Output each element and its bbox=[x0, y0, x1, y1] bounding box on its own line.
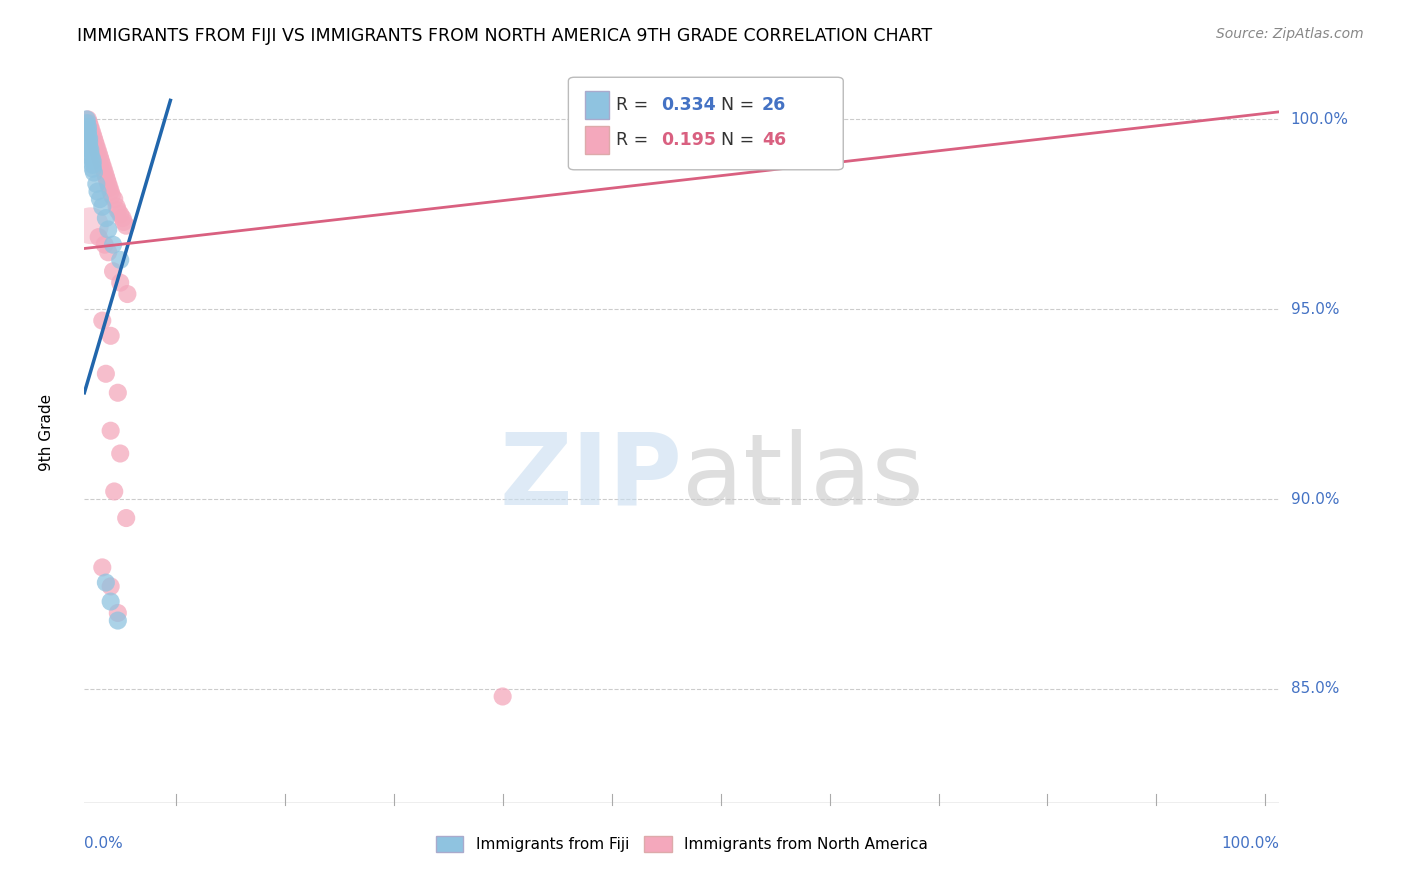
Bar bbox=[585, 126, 609, 154]
Point bbox=[94, 211, 117, 226]
Text: 95.0%: 95.0% bbox=[1291, 301, 1339, 317]
Bar bbox=[585, 91, 609, 119]
Point bbox=[86, 185, 108, 199]
Point bbox=[103, 192, 125, 206]
Point bbox=[101, 237, 124, 252]
Point bbox=[93, 161, 115, 176]
Point bbox=[94, 575, 117, 590]
Point bbox=[97, 222, 120, 236]
Point bbox=[77, 116, 100, 130]
Point bbox=[76, 112, 98, 127]
Point bbox=[93, 165, 115, 179]
Point bbox=[117, 287, 139, 301]
Text: 46: 46 bbox=[762, 131, 786, 149]
Point bbox=[77, 135, 100, 149]
Point bbox=[91, 313, 114, 327]
Point bbox=[86, 177, 108, 191]
Text: atlas: atlas bbox=[682, 428, 924, 525]
Point bbox=[96, 173, 118, 187]
Point bbox=[98, 180, 121, 194]
Text: R =: R = bbox=[616, 131, 654, 149]
Point bbox=[91, 200, 114, 214]
Point bbox=[86, 139, 108, 153]
Point bbox=[83, 131, 105, 145]
Point bbox=[100, 328, 122, 343]
Point bbox=[107, 614, 129, 628]
Text: N =: N = bbox=[721, 131, 761, 149]
Point bbox=[100, 424, 122, 438]
Text: IMMIGRANTS FROM FIJI VS IMMIGRANTS FROM NORTH AMERICA 9TH GRADE CORRELATION CHAR: IMMIGRANTS FROM FIJI VS IMMIGRANTS FROM … bbox=[77, 27, 932, 45]
Point bbox=[82, 158, 104, 172]
Point bbox=[100, 579, 122, 593]
Point bbox=[101, 264, 124, 278]
Point bbox=[87, 146, 110, 161]
Point bbox=[82, 128, 104, 142]
Point bbox=[82, 154, 104, 169]
Point bbox=[93, 237, 115, 252]
Point bbox=[115, 219, 138, 233]
Point bbox=[91, 158, 114, 172]
Point bbox=[94, 367, 117, 381]
Point bbox=[107, 385, 129, 400]
Point bbox=[79, 146, 101, 161]
Point bbox=[80, 124, 103, 138]
Text: 100.0%: 100.0% bbox=[1291, 112, 1348, 127]
Point bbox=[91, 560, 114, 574]
Text: 0.0%: 0.0% bbox=[84, 836, 124, 851]
Point bbox=[77, 128, 100, 142]
Text: R =: R = bbox=[616, 95, 654, 113]
Point bbox=[115, 511, 138, 525]
Point bbox=[77, 120, 100, 134]
Point bbox=[97, 245, 120, 260]
Point bbox=[86, 143, 108, 157]
Point bbox=[77, 139, 100, 153]
Text: 100.0%: 100.0% bbox=[1222, 836, 1279, 851]
Point bbox=[84, 135, 107, 149]
Text: 0.195: 0.195 bbox=[662, 131, 717, 149]
Point bbox=[90, 154, 112, 169]
Point bbox=[110, 276, 132, 290]
Legend: Immigrants from Fiji, Immigrants from North America: Immigrants from Fiji, Immigrants from No… bbox=[430, 830, 934, 858]
Text: 0.334: 0.334 bbox=[662, 95, 716, 113]
Text: 26: 26 bbox=[762, 95, 786, 113]
Point bbox=[87, 230, 110, 244]
Point bbox=[76, 116, 98, 130]
Point bbox=[89, 150, 111, 164]
Text: 90.0%: 90.0% bbox=[1291, 491, 1339, 507]
Point bbox=[492, 690, 515, 704]
Point bbox=[100, 594, 122, 608]
Point bbox=[82, 161, 104, 176]
Point bbox=[79, 143, 101, 157]
Point bbox=[112, 215, 135, 229]
Point bbox=[80, 150, 103, 164]
Text: ZIP: ZIP bbox=[499, 428, 682, 525]
Text: 85.0%: 85.0% bbox=[1291, 681, 1339, 697]
Point bbox=[94, 169, 117, 184]
Text: N =: N = bbox=[721, 95, 761, 113]
Point bbox=[97, 177, 120, 191]
FancyBboxPatch shape bbox=[568, 78, 844, 169]
Point bbox=[110, 207, 132, 221]
Point bbox=[107, 203, 129, 218]
Text: 9th Grade: 9th Grade bbox=[38, 394, 53, 471]
Point bbox=[77, 131, 100, 145]
Point bbox=[110, 252, 132, 267]
Point bbox=[89, 192, 111, 206]
Point bbox=[100, 185, 122, 199]
Point bbox=[77, 112, 100, 127]
Point bbox=[110, 446, 132, 460]
Point bbox=[107, 606, 129, 620]
Point bbox=[83, 165, 105, 179]
Point bbox=[105, 200, 128, 214]
Point bbox=[111, 211, 134, 226]
Point bbox=[77, 124, 100, 138]
Point bbox=[79, 219, 101, 233]
Point bbox=[101, 188, 124, 202]
Text: Source: ZipAtlas.com: Source: ZipAtlas.com bbox=[1216, 27, 1364, 41]
Point bbox=[103, 484, 125, 499]
Point bbox=[79, 120, 101, 134]
